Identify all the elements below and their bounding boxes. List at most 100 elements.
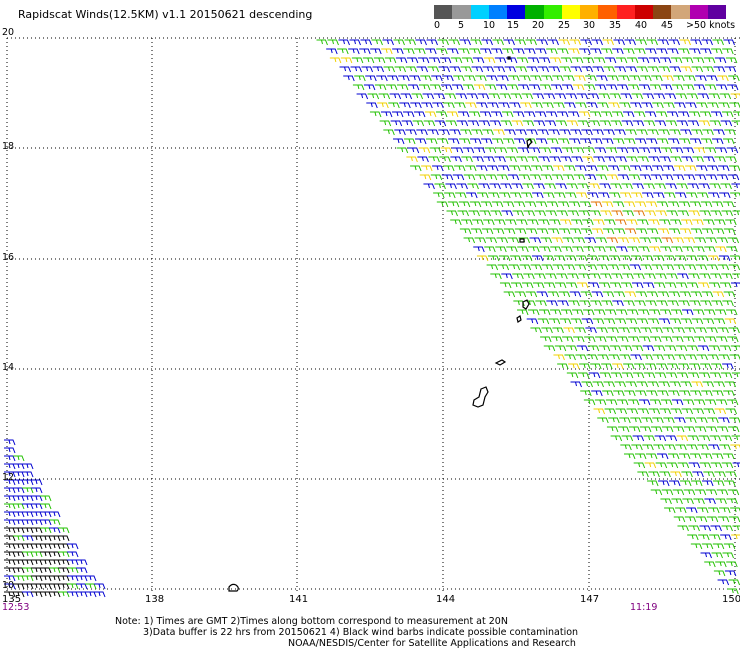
- wind-barb: [534, 210, 546, 217]
- lon-label: 144: [436, 594, 456, 605]
- wind-speed-colorbar: [434, 5, 726, 19]
- wind-barb: [453, 75, 465, 82]
- wind-barb: [423, 183, 435, 190]
- wind-barb: [541, 264, 554, 271]
- wind-barb: [409, 75, 421, 82]
- wind-barb: [479, 210, 491, 217]
- wind-barb: [413, 111, 426, 118]
- wind-barb: [395, 57, 408, 64]
- wind-barb: [500, 183, 512, 190]
- wind-barb: [644, 111, 657, 118]
- wind-barb: [647, 66, 660, 73]
- wind-barb: [533, 120, 546, 127]
- wind-barb: [4, 519, 16, 526]
- lon-label: 147: [580, 594, 600, 605]
- wind-barb: [663, 255, 676, 262]
- wind-barb: [727, 489, 740, 496]
- wind-barb: [454, 165, 466, 172]
- wind-barb: [371, 39, 383, 46]
- wind-barb: [708, 282, 721, 289]
- wind-barb: [682, 399, 695, 406]
- wind-barb: [701, 39, 713, 46]
- wind-barb: [537, 318, 550, 325]
- wind-barb: [673, 75, 685, 82]
- wind-barb: [343, 75, 355, 82]
- wind-barb: [706, 327, 718, 334]
- wind-barb: [458, 201, 471, 208]
- wind-barb: [515, 66, 528, 73]
- wind-barb: [707, 102, 719, 109]
- wind-barb: [611, 111, 624, 118]
- wind-barb: [528, 246, 540, 253]
- wind-barb: [658, 318, 671, 325]
- colorbar-cell: [525, 5, 544, 19]
- wind-barb: [650, 426, 663, 433]
- wind-barb: [520, 255, 533, 262]
- ulithi-outline: [228, 583, 239, 592]
- wind-barb: [443, 102, 455, 109]
- wind-barb: [486, 264, 499, 271]
- colorbar-label: 25: [558, 20, 571, 31]
- wind-barb: [595, 237, 608, 244]
- wind-barb: [708, 192, 720, 199]
- wind-barb: [374, 84, 387, 91]
- wind-barb: [491, 48, 503, 55]
- wind-barb: [705, 489, 718, 496]
- wind-barb: [591, 390, 603, 397]
- wind-barb: [673, 516, 686, 523]
- wind-barb: [653, 345, 666, 352]
- wind-barb: [478, 120, 491, 127]
- wind-barb: [642, 444, 654, 451]
- wind-barb: [618, 327, 630, 334]
- wind-barb: [578, 273, 590, 280]
- wind-barb: [437, 138, 449, 145]
- wind-barb: [726, 561, 738, 568]
- colorbar-label: 30: [583, 20, 596, 31]
- wind-barb: [362, 57, 375, 64]
- wind-barb: [669, 480, 681, 487]
- wind-barb: [542, 255, 555, 262]
- wind-barb: [543, 282, 556, 289]
- wind-barb: [644, 210, 656, 217]
- wind-barb: [664, 282, 677, 289]
- wind-barb: [554, 93, 567, 100]
- wind-barb: [525, 291, 538, 298]
- wind-barb: [458, 48, 470, 55]
- wind-barb: [455, 192, 467, 199]
- wind-barb: [628, 174, 641, 181]
- wind-barb: [493, 66, 506, 73]
- wind-barb: [469, 48, 481, 55]
- wind-barb: [716, 237, 729, 244]
- wind-barb: [699, 111, 712, 118]
- colorbar-label: >50 knots: [686, 20, 736, 31]
- anatahan-outline: [519, 238, 525, 243]
- wind-barb: [558, 138, 570, 145]
- wind-barb: [731, 435, 740, 441]
- wind-barb: [468, 111, 481, 118]
- wind-barb: [382, 39, 394, 46]
- wind-barb: [590, 48, 602, 55]
- wind-barb: [725, 471, 737, 478]
- wind-barb: [646, 228, 659, 235]
- wind-barb: [620, 345, 633, 352]
- wind-barb: [494, 156, 506, 163]
- wind-barb: [461, 156, 473, 163]
- wind-barb: [499, 192, 511, 199]
- wind-barb: [696, 255, 709, 262]
- wind-barb: [656, 363, 668, 370]
- wind-barb: [610, 435, 623, 442]
- wind-barb: [613, 291, 626, 298]
- wind-barb: [632, 372, 645, 379]
- wind-barb: [517, 147, 530, 154]
- wind-barb: [557, 201, 570, 208]
- wind-barb: [580, 39, 592, 46]
- wind-barb: [715, 399, 728, 406]
- wind-barb: [719, 282, 732, 289]
- wind-barb: [687, 534, 699, 541]
- wind-barb: [711, 453, 724, 460]
- wind-barb: [484, 147, 497, 154]
- wind-barb: [648, 156, 660, 163]
- lat-label: 12: [2, 472, 15, 483]
- wind-barb: [681, 471, 693, 478]
- wind-barb: [472, 219, 484, 226]
